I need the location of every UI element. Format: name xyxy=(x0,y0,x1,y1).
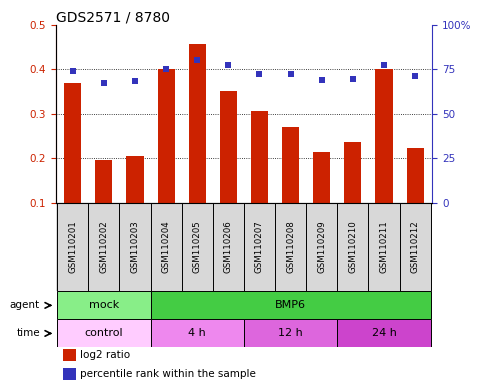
Point xyxy=(380,62,388,68)
Bar xyxy=(344,142,361,203)
Text: control: control xyxy=(85,328,123,338)
Text: GDS2571 / 8780: GDS2571 / 8780 xyxy=(56,11,170,25)
Point xyxy=(287,71,295,77)
Bar xyxy=(220,91,237,203)
Text: mock: mock xyxy=(89,300,119,310)
Point xyxy=(349,76,357,82)
Point xyxy=(131,78,139,84)
Text: GSM110208: GSM110208 xyxy=(286,220,295,273)
Bar xyxy=(127,156,143,203)
Text: 12 h: 12 h xyxy=(278,328,303,338)
Text: GSM110204: GSM110204 xyxy=(162,220,170,273)
Text: percentile rank within the sample: percentile rank within the sample xyxy=(80,369,256,379)
Text: 24 h: 24 h xyxy=(371,328,397,338)
Text: agent: agent xyxy=(10,300,40,310)
Text: GSM110211: GSM110211 xyxy=(380,220,388,273)
Text: time: time xyxy=(16,328,40,338)
Text: GSM110201: GSM110201 xyxy=(68,220,77,273)
Text: BMP6: BMP6 xyxy=(275,300,306,310)
Bar xyxy=(151,291,431,319)
Point xyxy=(412,73,419,79)
Text: 4 h: 4 h xyxy=(188,328,206,338)
Text: GSM110203: GSM110203 xyxy=(130,220,140,273)
Text: GSM110202: GSM110202 xyxy=(99,220,108,273)
Text: GSM110212: GSM110212 xyxy=(411,220,420,273)
Point xyxy=(100,79,108,86)
Text: GSM110205: GSM110205 xyxy=(193,220,202,273)
Bar xyxy=(57,319,151,348)
Point xyxy=(256,71,263,77)
Bar xyxy=(244,319,337,348)
Point xyxy=(193,58,201,64)
Bar xyxy=(157,70,175,203)
Point xyxy=(162,66,170,73)
Text: log2 ratio: log2 ratio xyxy=(80,350,130,360)
Text: GSM110206: GSM110206 xyxy=(224,220,233,273)
Bar xyxy=(57,291,151,319)
Bar xyxy=(63,349,76,361)
Point xyxy=(69,68,76,74)
Point xyxy=(318,77,326,83)
Bar xyxy=(95,161,113,203)
Text: GSM110210: GSM110210 xyxy=(348,220,357,273)
Text: GSM110209: GSM110209 xyxy=(317,221,326,273)
Bar xyxy=(251,111,268,203)
Bar xyxy=(313,152,330,203)
Bar xyxy=(63,368,76,380)
Point xyxy=(225,62,232,68)
Bar xyxy=(189,44,206,203)
Bar xyxy=(407,148,424,203)
Bar xyxy=(151,319,244,348)
Bar xyxy=(64,83,81,203)
Bar xyxy=(282,127,299,203)
Bar xyxy=(375,70,393,203)
Bar xyxy=(337,319,431,348)
Text: GSM110207: GSM110207 xyxy=(255,220,264,273)
